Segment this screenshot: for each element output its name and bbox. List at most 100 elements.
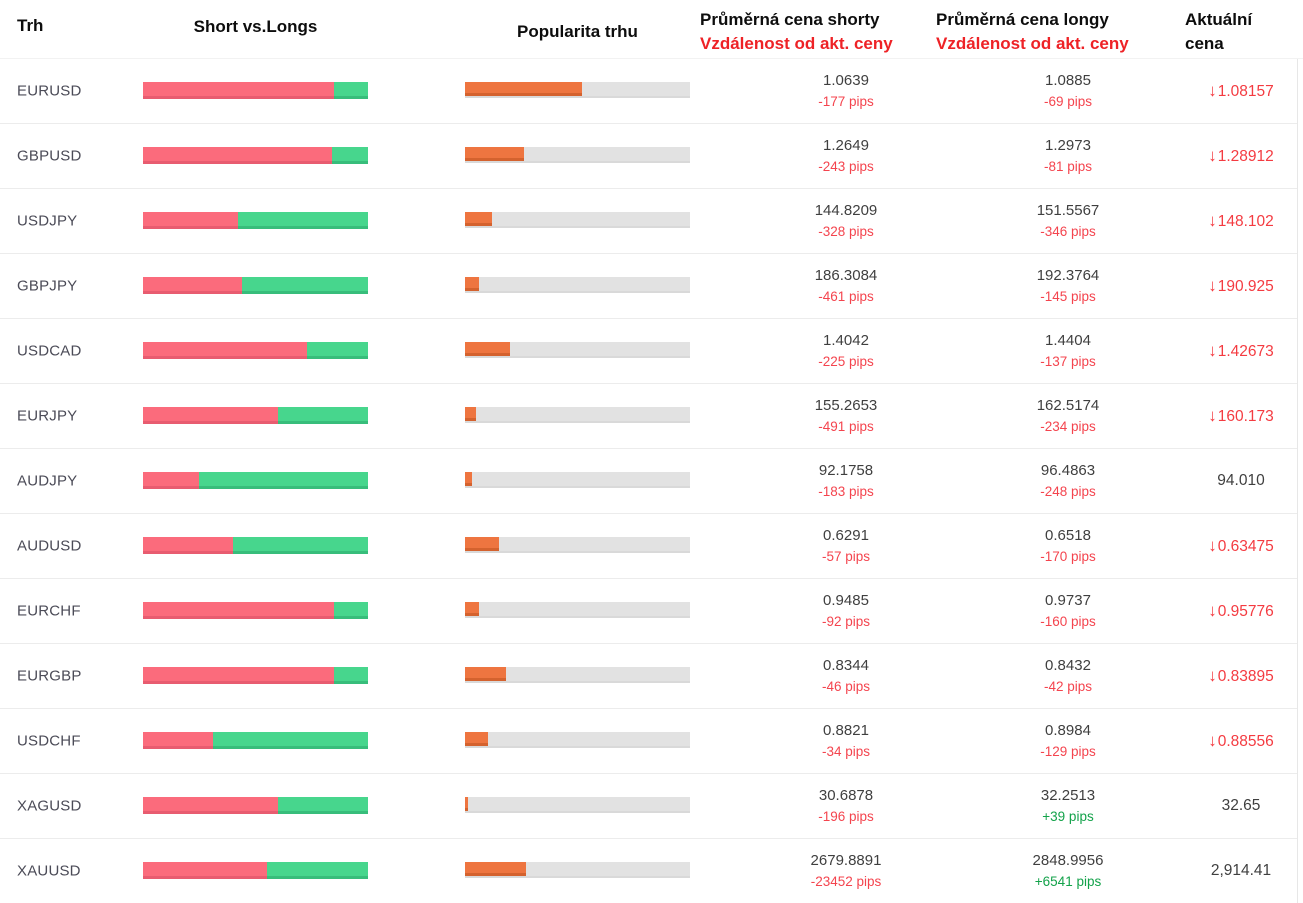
long-bar-segment	[334, 667, 368, 684]
current-price: 94.010	[1217, 472, 1264, 489]
short-vs-long-bar	[143, 862, 368, 879]
market-label: XAGUSD	[17, 797, 82, 815]
header-current-price: Aktuální cena	[1185, 8, 1252, 56]
short-vs-long-bar	[143, 212, 368, 229]
table-row[interactable]: EURUSD 1.0639 -177 pips 1.0885 -69 pips …	[0, 59, 1297, 123]
long-pips: -129 pips	[1040, 744, 1096, 759]
table-row[interactable]: USDJPY 144.8209 -328 pips 151.5567 -346 …	[0, 188, 1297, 253]
current-price: 32.65	[1222, 797, 1261, 814]
avg-short-cell: 186.3084 -461 pips	[700, 265, 992, 307]
short-pips: -225 pips	[818, 354, 874, 369]
header-current-line1: Aktuální	[1185, 10, 1253, 29]
short-vs-long-bar	[143, 82, 368, 99]
avg-long-cell: 0.8984 -129 pips	[936, 720, 1200, 762]
current-price-value: 1.08157	[1217, 83, 1274, 100]
price-down-arrow-icon: ↓	[1208, 146, 1217, 165]
popularity-bar	[465, 732, 690, 748]
table-row[interactable]: GBPUSD 1.2649 -243 pips 1.2973 -81 pips …	[0, 123, 1297, 188]
popularity-bar	[465, 537, 690, 553]
short-avg-price: 0.9485	[823, 592, 869, 609]
short-pips: -177 pips	[818, 94, 874, 109]
popularity-fill	[465, 732, 488, 746]
short-avg-price: 92.1758	[818, 462, 874, 479]
popularity-fill	[465, 537, 499, 551]
short-vs-long-bar	[143, 407, 368, 424]
avg-long-cell: 32.2513 +39 pips	[936, 785, 1200, 827]
long-avg-price: 1.2973	[1045, 137, 1091, 154]
table-row[interactable]: AUDJPY 92.1758 -183 pips 96.4863 -248 pi…	[0, 448, 1297, 513]
short-avg-price: 0.8344	[823, 657, 869, 674]
popularity-bar	[465, 797, 690, 813]
table-row[interactable]: EURCHF 0.9485 -92 pips 0.9737 -160 pips …	[0, 578, 1297, 643]
long-pips: -69 pips	[1043, 94, 1093, 109]
short-pips: -46 pips	[821, 679, 871, 694]
header-avg-long-line2: Vzdálenost od akt. ceny	[936, 34, 1129, 53]
long-pips: -234 pips	[1040, 419, 1096, 434]
table-row[interactable]: XAGUSD 30.6878 -196 pips 32.2513 +39 pip…	[0, 773, 1297, 838]
current-price: ↓0.83895	[1208, 666, 1274, 685]
avg-long-cell: 0.8432 -42 pips	[936, 655, 1200, 697]
long-bar-segment	[199, 472, 368, 489]
current-price: ↓1.08157	[1208, 81, 1274, 100]
market-label: GBPUSD	[17, 147, 82, 165]
long-bar-segment	[307, 342, 368, 359]
price-down-arrow-icon: ↓	[1208, 81, 1217, 100]
popularity-bar	[465, 407, 690, 423]
long-pips: -170 pips	[1040, 549, 1096, 564]
current-price: ↓148.102	[1208, 211, 1274, 230]
popularity-bar	[465, 82, 690, 98]
avg-long-cell: 0.9737 -160 pips	[936, 590, 1200, 632]
current-price-cell: ↓0.83895	[1185, 666, 1297, 686]
avg-long-cell: 151.5567 -346 pips	[936, 200, 1200, 242]
avg-long-cell: 192.3764 -145 pips	[936, 265, 1200, 307]
short-vs-long-bar	[143, 667, 368, 684]
current-price-value: 2,914.41	[1210, 862, 1272, 879]
popularity-fill	[465, 862, 526, 876]
short-pips: -461 pips	[818, 289, 874, 304]
short-bar-segment	[143, 342, 308, 359]
short-pips: -196 pips	[818, 809, 874, 824]
popularity-fill	[465, 472, 472, 486]
long-avg-price: 2848.9956	[1032, 852, 1104, 869]
current-price-cell: ↓1.08157	[1185, 81, 1297, 101]
current-price-cell: ↓190.925	[1185, 276, 1297, 296]
short-pips: -57 pips	[821, 549, 871, 564]
table-row[interactable]: AUDUSD 0.6291 -57 pips 0.6518 -170 pips …	[0, 513, 1297, 578]
price-down-arrow-icon: ↓	[1208, 731, 1217, 750]
table-row[interactable]: EURGBP 0.8344 -46 pips 0.8432 -42 pips ↓…	[0, 643, 1297, 708]
avg-long-cell: 2848.9956 +6541 pips	[936, 850, 1200, 892]
table-row[interactable]: EURJPY 155.2653 -491 pips 162.5174 -234 …	[0, 383, 1297, 448]
popularity-fill	[465, 667, 506, 681]
long-pips: -137 pips	[1040, 354, 1096, 369]
long-bar-segment	[278, 407, 368, 424]
long-pips: -346 pips	[1040, 224, 1096, 239]
long-avg-price: 96.4863	[1040, 462, 1096, 479]
short-pips: -491 pips	[818, 419, 874, 434]
long-avg-price: 0.9737	[1045, 592, 1091, 609]
avg-long-cell: 1.2973 -81 pips	[936, 135, 1200, 177]
current-price: ↓1.28912	[1208, 146, 1274, 165]
short-avg-price: 0.6291	[823, 527, 869, 544]
avg-short-cell: 0.6291 -57 pips	[700, 525, 992, 567]
short-bar-segment	[143, 602, 335, 619]
header-market: Trh	[17, 16, 44, 35]
current-price-cell: ↓0.88556	[1185, 731, 1297, 751]
long-avg-price: 0.8432	[1045, 657, 1091, 674]
long-pips: -160 pips	[1040, 614, 1096, 629]
current-price-cell: ↓1.28912	[1185, 146, 1297, 166]
long-avg-price: 151.5567	[1036, 202, 1100, 219]
header-avg-long-price: Průměrná cena longy Vzdálenost od akt. c…	[936, 8, 1129, 56]
long-avg-price: 192.3764	[1036, 267, 1100, 284]
table-row[interactable]: USDCHF 0.8821 -34 pips 0.8984 -129 pips …	[0, 708, 1297, 773]
current-price-value: 0.88556	[1217, 733, 1274, 750]
table-row[interactable]: GBPJPY 186.3084 -461 pips 192.3764 -145 …	[0, 253, 1297, 318]
short-avg-price: 1.0639	[823, 72, 869, 89]
short-avg-price: 2679.8891	[810, 852, 882, 869]
long-bar-segment	[334, 602, 368, 619]
table-row[interactable]: XAUUSD 2679.8891 -23452 pips 2848.9956 +…	[0, 838, 1297, 903]
avg-short-cell: 92.1758 -183 pips	[700, 460, 992, 502]
avg-short-cell: 155.2653 -491 pips	[700, 395, 992, 437]
table-row[interactable]: USDCAD 1.4042 -225 pips 1.4404 -137 pips…	[0, 318, 1297, 383]
current-price-cell: ↓0.63475	[1185, 536, 1297, 556]
current-price-value: 190.925	[1217, 278, 1274, 295]
